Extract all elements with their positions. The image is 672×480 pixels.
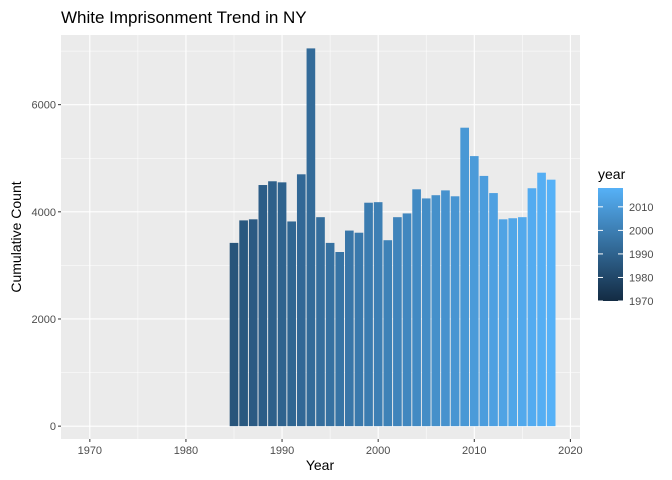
- bar: [296, 174, 306, 427]
- chart-title: White Imprisonment Trend in NY: [61, 8, 307, 27]
- color-legend: year 1970 1980 1990 2000 2010: [598, 166, 653, 308]
- bar: [248, 219, 258, 427]
- bar: [402, 213, 412, 427]
- y-tick-label: 2000: [32, 314, 56, 326]
- bar: [268, 181, 277, 427]
- x-tick-label: 2020: [558, 445, 582, 457]
- x-tick-label: 1980: [174, 445, 198, 457]
- bar: [469, 156, 479, 427]
- legend-tick-label: 2000: [629, 225, 653, 237]
- legend-tick-label: 1980: [629, 272, 653, 284]
- bar: [527, 188, 537, 427]
- x-tick-label: 2010: [462, 445, 486, 457]
- bar: [239, 220, 248, 427]
- bar: [460, 127, 469, 427]
- bar: [354, 232, 364, 427]
- bar: [383, 240, 393, 427]
- y-tick-label: 4000: [32, 207, 56, 219]
- bar: [335, 252, 345, 427]
- bar: [287, 221, 296, 427]
- y-tick-label: 0: [50, 421, 56, 433]
- bar: [489, 193, 498, 427]
- bar: [546, 179, 556, 427]
- x-tick-label: 1990: [270, 445, 294, 457]
- x-tick-label: 2000: [366, 445, 390, 457]
- bar: [229, 242, 239, 427]
- bar: [441, 190, 450, 427]
- bar: [537, 172, 546, 427]
- x-tick-label: 1970: [78, 445, 102, 457]
- legend-tick-label: 1970: [629, 296, 653, 308]
- y-tick-label: 6000: [32, 100, 56, 112]
- bar: [258, 185, 268, 427]
- bar: [393, 217, 402, 427]
- bar: [431, 195, 441, 427]
- bar: [421, 198, 431, 427]
- legend-ticks: 1970 1980 1990 2000 2010: [598, 202, 653, 308]
- legend-title: year: [598, 166, 626, 182]
- bar: [450, 196, 460, 427]
- bar: [373, 202, 383, 427]
- bar: [412, 189, 421, 427]
- bar: [508, 218, 518, 427]
- y-axis-title: Cumulative Count: [8, 181, 24, 292]
- bar: [306, 48, 316, 427]
- bar: [325, 242, 335, 427]
- bar: [498, 219, 508, 427]
- bar: [277, 182, 287, 427]
- bar: [518, 217, 527, 427]
- legend-colorbar: [598, 188, 623, 301]
- x-axis-title: Year: [306, 457, 335, 473]
- bar: [345, 230, 354, 427]
- x-axis-ticks: 1970 1980 1990 2000 2010 2020: [78, 439, 583, 457]
- bar: [316, 217, 325, 427]
- bars: [229, 48, 556, 427]
- bar: [364, 202, 373, 427]
- legend-tick-label: 1990: [629, 249, 653, 261]
- y-axis-ticks: 0 2000 4000 6000: [32, 100, 61, 433]
- legend-tick-label: 2010: [629, 202, 653, 214]
- bar: [479, 175, 489, 427]
